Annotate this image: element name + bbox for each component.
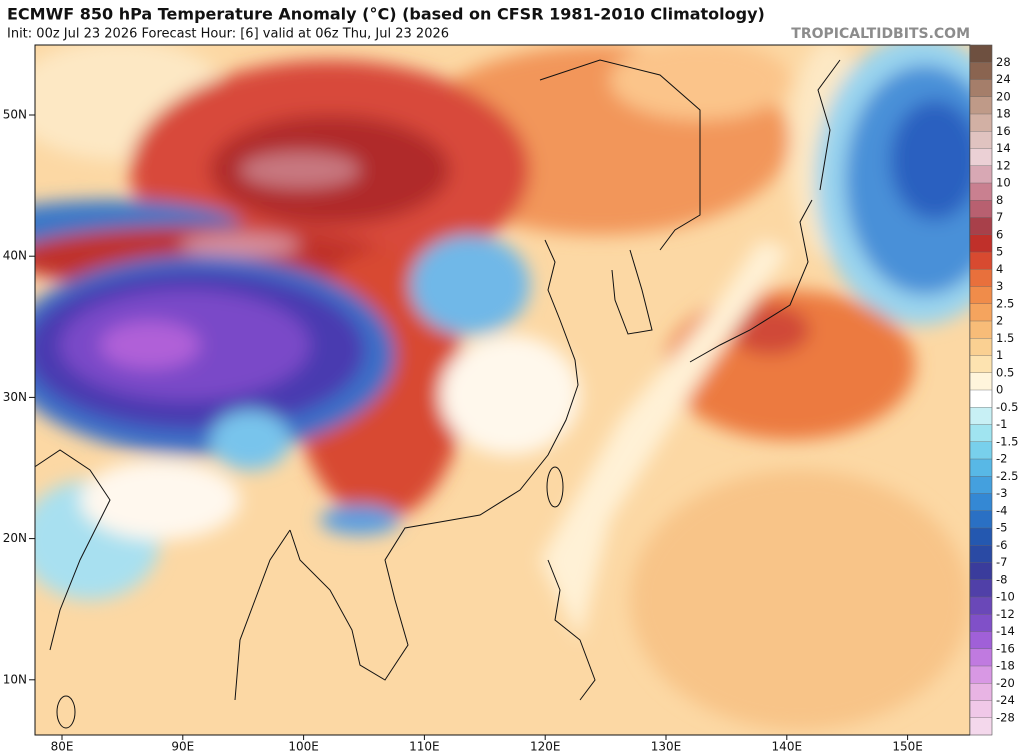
colorbar-box <box>970 545 992 563</box>
lon-label: 150E <box>892 740 923 754</box>
colorbar-box <box>970 252 992 270</box>
lat-label: 30N <box>3 390 27 404</box>
colorbar-label: 20 <box>996 89 1011 103</box>
colorbar-label: 4 <box>996 262 1003 276</box>
colorbar-label: 7 <box>996 210 1003 224</box>
colorbar-box <box>970 45 992 63</box>
colorbar-label: 3 <box>996 279 1003 293</box>
colorbar-box <box>970 683 992 701</box>
colorbar-label: -20 <box>996 676 1015 690</box>
colorbar-box <box>970 321 992 339</box>
colorbar-box <box>970 200 992 218</box>
lat-label: 50N <box>3 108 27 122</box>
colorbar-label: -0.5 <box>996 400 1018 414</box>
colorbar-box <box>970 407 992 425</box>
colorbar-box <box>970 528 992 546</box>
colorbar-box <box>970 717 992 736</box>
colorbar-box <box>970 666 992 684</box>
colorbar-label: 16 <box>996 124 1011 138</box>
colorbar-label: -14 <box>996 624 1015 638</box>
colorbar-label: -8 <box>996 572 1007 586</box>
colorbar-label: -18 <box>996 659 1015 673</box>
colorbar-box <box>970 96 992 115</box>
colorbar-label: -12 <box>996 607 1015 621</box>
colorbar-box <box>970 234 992 253</box>
colorbar-box <box>970 631 992 650</box>
colorbar-box <box>970 700 992 719</box>
title: ECMWF 850 hPa Temperature Anomaly (°C) (… <box>7 5 765 24</box>
colorbar-box <box>970 183 992 201</box>
colorbar-box <box>970 579 992 598</box>
colorbar-label: 6 <box>996 227 1003 241</box>
colorbar-label: -4 <box>996 503 1007 517</box>
colorbar-label: 2 <box>996 314 1003 328</box>
colorbar-label: -6 <box>996 538 1007 552</box>
colorbar-label: -16 <box>996 641 1015 655</box>
colorbar-box <box>970 303 992 322</box>
lat-label: 40N <box>3 249 27 263</box>
colorbar-label: 18 <box>996 107 1011 121</box>
colorbar-label: 1.5 <box>996 331 1014 345</box>
colorbar-box <box>970 355 992 374</box>
lon-label: 140E <box>772 740 803 754</box>
colorbar-label: 10 <box>996 176 1011 190</box>
colorbar-label: -3 <box>996 486 1007 500</box>
colorbar-box <box>970 131 992 149</box>
colorbar-label: -10 <box>996 590 1015 604</box>
colorbar-box <box>970 562 992 581</box>
colorbar-box <box>970 441 992 460</box>
watermark: TROPICALTIDBITS.COM <box>791 26 970 42</box>
colorbar-box <box>970 459 992 477</box>
colorbar-box <box>970 148 992 167</box>
colorbar-box <box>970 338 992 356</box>
colorbar-label: 2.5 <box>996 296 1014 310</box>
lon-label: 120E <box>530 740 561 754</box>
lat-label: 10N <box>3 672 27 686</box>
colorbar-box <box>970 424 992 443</box>
lon-label: 110E <box>409 740 440 754</box>
colorbar-label: -2 <box>996 452 1007 466</box>
colorbar-label: 5 <box>996 245 1003 259</box>
subtitle: Init: 00z Jul 23 2026 Forecast Hour: [6]… <box>7 27 449 42</box>
colorbar-box <box>970 165 992 184</box>
colorbar-label: -1 <box>996 417 1007 431</box>
colorbar-label: -7 <box>996 555 1007 569</box>
colorbar-box <box>970 62 992 80</box>
colorbar-box <box>970 269 992 287</box>
colorbar-box <box>970 217 992 236</box>
colorbar-box <box>970 372 992 391</box>
colorbar-label: -2.5 <box>996 469 1018 483</box>
lon-label: 90E <box>171 740 194 754</box>
colorbar-label: -24 <box>996 693 1015 707</box>
lon-label: 80E <box>51 740 74 754</box>
lon-label: 130E <box>651 740 682 754</box>
colorbar-box <box>970 597 992 615</box>
colorbar-box <box>970 286 992 305</box>
colorbar-box <box>970 79 992 98</box>
colorbar-label: -1.5 <box>996 434 1018 448</box>
colorbar: 28 24 20 18 16 14 12 10 8 7 6 5 4 3 2.5 2 1.5 1 0.5 0 -0.5 -1… <box>969 44 1018 736</box>
lon-label: 100E <box>288 740 319 754</box>
colorbar-label: -28 <box>996 710 1015 724</box>
colorbar-label: 12 <box>996 158 1011 172</box>
colorbar-box <box>970 390 992 408</box>
map <box>35 45 970 735</box>
colorbar-label: 0 <box>996 383 1003 397</box>
colorbar-box <box>970 648 992 667</box>
colorbar-box <box>970 614 992 632</box>
colorbar-label: 0.5 <box>996 365 1014 379</box>
colorbar-label: 28 <box>996 55 1011 69</box>
colorbar-label: 8 <box>996 193 1003 207</box>
colorbar-label: 24 <box>996 72 1011 86</box>
colorbar-box <box>970 510 992 529</box>
colorbar-label: 14 <box>996 141 1011 155</box>
colorbar-box <box>970 493 992 512</box>
colorbar-label: -5 <box>996 521 1007 535</box>
axis-labels: 50N 40N 30N 20N 10N 80E 90E 100E 110E 120E 130E 140… <box>3 108 923 754</box>
lat-label: 20N <box>3 531 27 545</box>
colorbar-box <box>970 114 992 132</box>
colorbar-box <box>970 476 992 494</box>
colorbar-label: 1 <box>996 348 1003 362</box>
